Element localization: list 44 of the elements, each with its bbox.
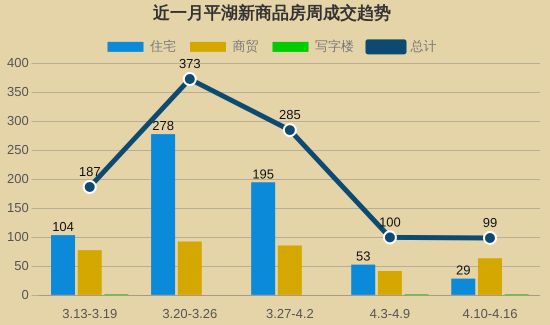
bar xyxy=(78,250,102,295)
data-label: 373 xyxy=(178,56,201,72)
data-label: 285 xyxy=(278,107,301,122)
data-label: 278 xyxy=(152,118,174,134)
bar xyxy=(51,235,76,295)
data-label: 187 xyxy=(78,164,101,180)
y-tick-label: 100 xyxy=(6,228,29,244)
y-tick-label: 50 xyxy=(14,258,29,273)
point xyxy=(82,180,97,194)
data-label: 195 xyxy=(252,166,274,182)
x-tick-label: 3.27-4.2 xyxy=(266,306,314,321)
point xyxy=(282,123,297,138)
data-label: 29 xyxy=(456,262,471,278)
y-tick-label: 250 xyxy=(6,142,29,157)
data-label: 99 xyxy=(482,215,498,230)
y-tick-label: 350 xyxy=(6,84,29,99)
bar xyxy=(478,258,502,295)
y-tick-label: 400 xyxy=(6,54,29,70)
bar xyxy=(151,134,176,295)
legend-label: 商贸 xyxy=(232,38,258,54)
point xyxy=(482,230,497,245)
x-tick-label: 4.3-4.9 xyxy=(370,306,410,321)
data-label: 104 xyxy=(52,219,74,234)
data-label: 53 xyxy=(356,248,370,264)
point xyxy=(382,230,397,244)
bar xyxy=(178,241,202,295)
y-tick-label: 150 xyxy=(6,200,29,215)
legend-label: 写字楼 xyxy=(315,38,354,54)
legend-label: 总计 xyxy=(410,38,436,54)
point xyxy=(182,72,197,86)
chart-title: 近一月平湖新商品房周成交趋势 xyxy=(152,4,391,24)
legend-label: 住宅 xyxy=(149,38,176,54)
bar xyxy=(451,278,476,295)
y-tick-label: 0 xyxy=(21,286,29,302)
x-tick-label: 3.13-3.19 xyxy=(62,306,118,321)
bar xyxy=(351,264,376,295)
y-tick-label: 300 xyxy=(6,112,29,128)
bar xyxy=(251,182,276,295)
x-tick-label: 4.10-4.16 xyxy=(462,306,518,321)
bar xyxy=(278,246,302,295)
x-tick-label: 3.20-3.26 xyxy=(162,306,218,321)
data-label: 100 xyxy=(379,214,401,230)
bar xyxy=(378,271,402,295)
y-tick-label: 200 xyxy=(6,170,29,186)
